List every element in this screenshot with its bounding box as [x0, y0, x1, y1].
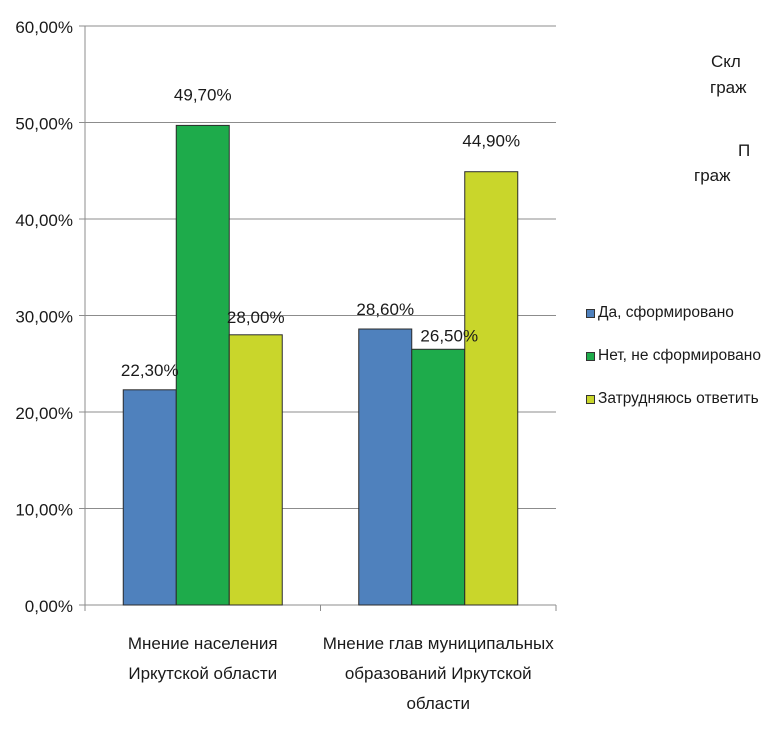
legend-label-no: Нет, не сформировано [598, 347, 761, 364]
data-label: 28,00% [227, 308, 285, 327]
clipped-text-line-2: граж [710, 78, 747, 97]
data-label: 49,70% [174, 85, 232, 104]
bar [228, 334, 283, 606]
clipped-text-line-3: П [738, 141, 751, 160]
legend-label-unsure: Затрудняюсь ответить [598, 390, 759, 407]
legend-swatch-yes [586, 308, 595, 318]
bar [122, 389, 177, 606]
bars [122, 124, 519, 606]
bar [411, 348, 466, 606]
category-labels: Мнение населения Иркутской областиМнение … [128, 634, 554, 713]
y-tick-label: 30,00% [15, 308, 73, 327]
legend-label-yes: Да, сформировано [598, 304, 734, 321]
data-label: 22,30% [121, 361, 179, 380]
legend-item-yes: Да, сформировано [586, 304, 761, 322]
y-tick-label: 60,00% [15, 18, 73, 37]
category-label-line: Мнение глав муниципальных [323, 634, 555, 653]
data-labels: 22,30% 49,70% 28,00% 28,60% 26,50% 44,90% [121, 85, 520, 379]
y-tick-label: 40,00% [15, 211, 73, 230]
bar [464, 171, 519, 606]
category-label: Мнение населения Иркутской области [128, 634, 278, 683]
data-label: 26,50% [420, 326, 478, 345]
y-tick-label: 10,00% [15, 501, 73, 520]
bar [175, 124, 230, 606]
category-label-line: Иркутской области [128, 664, 277, 683]
data-label: 28,60% [356, 300, 414, 319]
clipped-text-line-4: граж [694, 166, 731, 185]
y-tick-label: 20,00% [15, 404, 73, 423]
clipped-text-line-1: Скл [711, 52, 741, 71]
y-tick-label: 50,00% [15, 115, 73, 134]
category-label-line: Мнение населения [128, 634, 278, 653]
category-label-line: образований Иркутской [345, 664, 532, 683]
y-tick-labels: 0,00% 10,00% 20,00% 30,00% 40,00% 50,00% 60,00… [15, 18, 73, 616]
category-label-line: области [406, 694, 470, 713]
legend-item-no: Нет, не сформировано [586, 347, 761, 365]
legend-swatch-unsure [586, 394, 595, 404]
legend-item-unsure: Затрудняюсь ответить [586, 390, 761, 408]
y-tick-label: 0,00% [25, 597, 73, 616]
data-label: 44,90% [462, 132, 520, 151]
bar [358, 328, 413, 606]
legend-swatch-no [586, 351, 595, 361]
category-label: Мнение глав муниципальных образований Ирк… [323, 634, 555, 713]
legend: Да, сформировано Нет, не сформировано За… [586, 304, 761, 433]
